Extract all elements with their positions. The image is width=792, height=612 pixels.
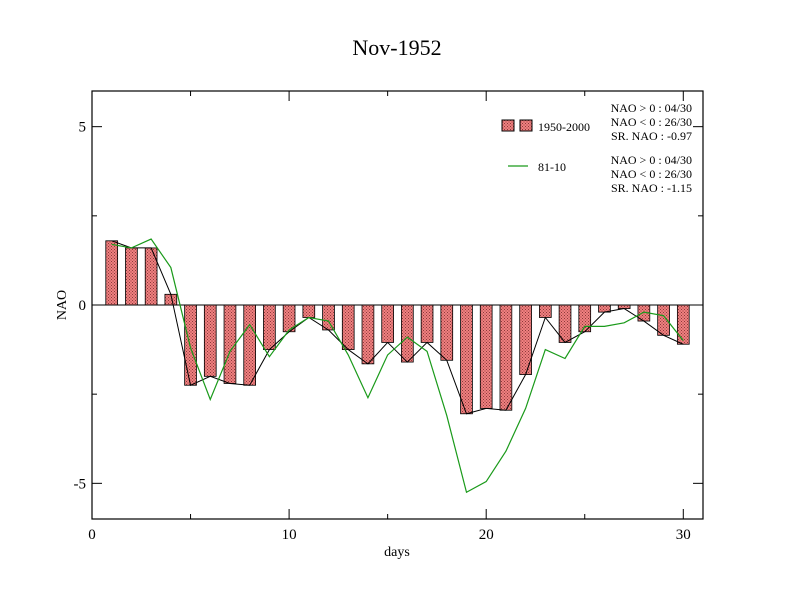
- legend-label-line: 81-10: [538, 160, 566, 174]
- bar-day-15: [381, 304, 394, 343]
- axis-ticks: 0 10 20 30 -5 0 5: [74, 91, 703, 543]
- bar-day-18: [440, 304, 454, 361]
- legend: 1950-2000 81-10 NAO > 0 : 04/30 NAO < 0 …: [501, 101, 692, 195]
- bar-day-9: [263, 304, 276, 350]
- bar-day-21: [499, 304, 513, 411]
- bar-day-22: [519, 304, 532, 375]
- bar-day-14: [361, 304, 375, 365]
- bar-day-6: [203, 304, 217, 377]
- bar-day-7: [223, 304, 237, 384]
- bar-series-trend-line: [111, 240, 684, 415]
- bar-day-5: [184, 304, 197, 386]
- y-axis-label: NAO: [55, 290, 70, 320]
- stat-bars-positive: NAO > 0 : 04/30: [611, 101, 692, 115]
- bar-day-19: [460, 304, 473, 415]
- bar-day-30: [676, 304, 690, 345]
- stat-line-sr: SR. NAO : -1.15: [611, 181, 692, 195]
- bar-day-12: [322, 304, 335, 331]
- x-tick-label-20: 20: [479, 527, 494, 543]
- legend-label-bars: 1950-2000: [538, 120, 590, 134]
- y-tick-label-0: 0: [79, 298, 87, 314]
- bar-day-17: [420, 304, 434, 343]
- y-tick-label-5: 5: [79, 120, 87, 136]
- x-axis-label: days: [384, 545, 410, 560]
- stat-bars-negative: NAO < 0 : 26/30: [611, 115, 692, 129]
- bar-series: [105, 240, 690, 415]
- bar-day-27: [617, 304, 631, 309]
- legend-bar-swatch: [501, 119, 515, 132]
- chart-title: Nov-1952: [352, 35, 441, 60]
- bar-day-23: [539, 304, 552, 318]
- legend-bar-swatch: [519, 119, 533, 132]
- bar-day-16: [401, 304, 414, 363]
- bar-day-20: [479, 304, 493, 409]
- bar-day-11: [302, 304, 316, 318]
- y-tick-label--5: -5: [74, 476, 87, 492]
- stat-bars-sr: SR. NAO : -0.97: [611, 129, 692, 143]
- bar-day-13: [341, 304, 355, 350]
- bar-day-1: [105, 240, 119, 306]
- stat-line-positive: NAO > 0 : 04/30: [611, 153, 692, 167]
- x-tick-label-0: 0: [88, 527, 96, 543]
- x-tick-label-30: 30: [676, 527, 691, 543]
- stat-line-negative: NAO < 0 : 26/30: [611, 167, 692, 181]
- line-series-81-10: [111, 238, 684, 494]
- x-tick-label-10: 10: [282, 527, 297, 543]
- bar-day-2: [125, 247, 138, 306]
- bar-day-8: [243, 304, 256, 386]
